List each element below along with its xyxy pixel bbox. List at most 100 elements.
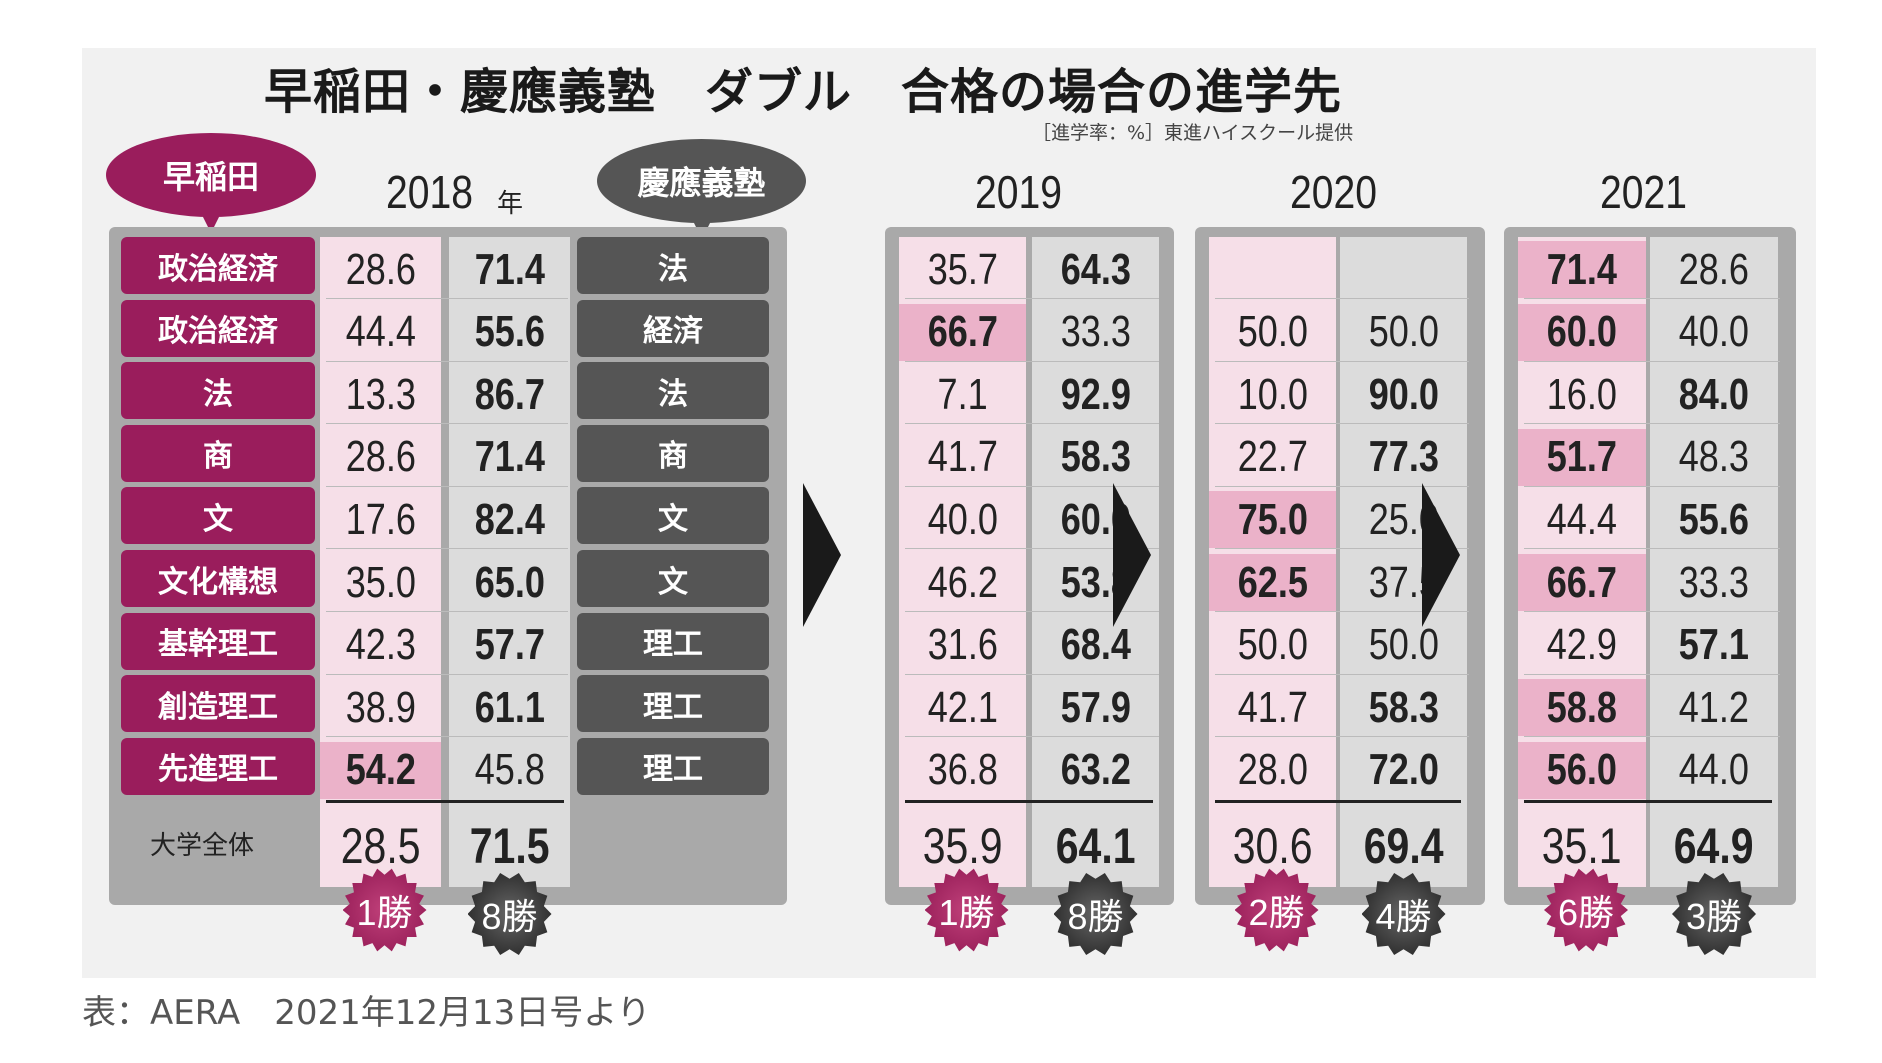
waseda-total: 30.6 xyxy=(1232,817,1313,874)
keio-rate: 92.9 xyxy=(1060,369,1131,419)
waseda-rate-cell: 42.9 xyxy=(1518,617,1646,674)
waseda-rate: 50.0 xyxy=(1237,620,1308,670)
waseda-rate: 28.6 xyxy=(345,244,416,294)
waseda-rate-cell: 50.0 xyxy=(1209,617,1336,674)
keio-rate-cell: 40.0 xyxy=(1650,304,1778,361)
waseda-faculty-label: 文化構想 xyxy=(121,550,315,607)
waseda-rate-cell: 54.2 xyxy=(320,741,441,799)
waseda-rate-cell: 16.0 xyxy=(1518,366,1646,423)
keio-rate-cell: 58.3 xyxy=(1340,679,1467,736)
keio-total: 69.4 xyxy=(1363,817,1444,874)
keio-rate-cell: 90.0 xyxy=(1340,366,1467,423)
waseda-rate-cell: 62.5 xyxy=(1209,554,1336,611)
keio-rate: 55.6 xyxy=(474,307,545,357)
row-divider xyxy=(905,548,1159,550)
row-divider xyxy=(905,298,1159,299)
waseda-rate: 51.7 xyxy=(1546,432,1618,482)
waseda-rate: 58.8 xyxy=(1546,682,1618,732)
keio-rate-cell: 33.3 xyxy=(1032,304,1159,361)
keio-rate-cell: 68.4 xyxy=(1032,617,1159,674)
keio-rate-cell: 58.3 xyxy=(1032,429,1159,486)
keio-rate: 71.4 xyxy=(474,432,545,482)
row-divider xyxy=(326,423,568,425)
year-label: 2020 xyxy=(1290,166,1377,218)
row-divider xyxy=(905,673,1159,675)
waseda-rate: 75.0 xyxy=(1237,494,1308,544)
row-divider xyxy=(1524,611,1780,612)
arrow-icon xyxy=(803,483,841,627)
waseda-faculty-label: 創造理工 xyxy=(121,675,315,733)
keio-faculty-label: 文 xyxy=(577,550,769,607)
waseda-rate: 50.0 xyxy=(1237,307,1308,357)
waseda-faculty-label: 文 xyxy=(121,487,315,545)
row-divider xyxy=(1524,423,1780,425)
keio-rate: 57.1 xyxy=(1678,620,1750,670)
keio-faculty-label: 文 xyxy=(577,487,769,545)
total-divider xyxy=(326,800,564,803)
keio-rate-cell: 45.8 xyxy=(449,742,570,799)
keio-faculty-label: 経済 xyxy=(577,299,769,357)
keio-rate: 33.3 xyxy=(1678,557,1750,607)
keio-rate-cell: 61.1 xyxy=(449,679,570,736)
waseda-faculty-label: 先進理工 xyxy=(121,737,315,795)
waseda-total-cell: 35.1 xyxy=(1518,808,1646,883)
row-divider xyxy=(1215,298,1469,299)
keio-total-cell: 64.9 xyxy=(1650,808,1778,883)
keio-rate: 71.4 xyxy=(474,244,545,294)
keio-rate-cell: 55.6 xyxy=(1650,491,1778,548)
waseda-bubble-label: 早稲田 xyxy=(162,158,259,196)
keio-rate: 50.0 xyxy=(1368,620,1439,670)
waseda-rate: 35.7 xyxy=(927,244,998,294)
keio-rate: 72.0 xyxy=(1368,745,1439,795)
keio-rate-cell: 71.4 xyxy=(449,241,570,298)
keio-faculty-label: 法 xyxy=(577,237,769,294)
waseda-rate-cell: 28.6 xyxy=(320,429,441,486)
waseda-rate-cell: 41.7 xyxy=(899,429,1026,486)
waseda-rate-cell: 44.4 xyxy=(320,304,441,361)
waseda-rate-cell: 31.6 xyxy=(899,617,1026,674)
waseda-rate: 41.7 xyxy=(1237,682,1308,732)
waseda-rate-cell: 41.7 xyxy=(1209,679,1336,736)
waseda-rate: 66.7 xyxy=(1546,557,1618,607)
row-divider xyxy=(326,298,568,299)
waseda-rate-cell: 40.0 xyxy=(899,491,1026,548)
keio-rate-cell: 64.3 xyxy=(1032,241,1159,298)
row-divider xyxy=(1215,673,1469,675)
keio-rate-cell: 72.0 xyxy=(1340,742,1467,799)
row-divider xyxy=(1524,736,1780,738)
row-divider xyxy=(1215,423,1469,425)
waseda-rate-cell: 44.4 xyxy=(1518,491,1646,548)
waseda-rate: 56.0 xyxy=(1546,745,1618,795)
waseda-rate-cell: 42.1 xyxy=(899,679,1026,736)
waseda-rate: 22.7 xyxy=(1237,432,1308,482)
keio-total-cell: 69.4 xyxy=(1340,808,1467,883)
arrow-icon xyxy=(1422,483,1460,627)
waseda-faculty-label: 法 xyxy=(121,362,315,420)
waseda-rate-cell: 22.7 xyxy=(1209,429,1336,486)
waseda-rate-cell: 56.0 xyxy=(1518,741,1646,799)
row-divider xyxy=(326,611,568,612)
waseda-rate: 42.9 xyxy=(1546,620,1618,670)
waseda-rate-cell: 51.7 xyxy=(1518,428,1646,486)
keio-total-cell: 71.5 xyxy=(449,808,570,883)
row-divider xyxy=(905,423,1159,425)
waseda-rate: 66.7 xyxy=(927,307,998,357)
keio-rate-cell: 63.2 xyxy=(1032,742,1159,799)
row-divider xyxy=(1524,485,1780,487)
arrow-icon xyxy=(1113,483,1151,627)
row-divider xyxy=(326,673,568,675)
waseda-rate-cell: 7.1 xyxy=(899,366,1026,423)
keio-rate-cell: 50.0 xyxy=(1340,617,1467,674)
waseda-rate: 44.4 xyxy=(345,307,416,357)
keio-rate-cell: 84.0 xyxy=(1650,366,1778,423)
waseda-total-cell: 28.5 xyxy=(320,808,441,883)
row-divider xyxy=(1215,548,1469,550)
row-divider xyxy=(1524,548,1780,550)
keio-rate-cell: 92.9 xyxy=(1032,366,1159,423)
keio-rate: 41.2 xyxy=(1678,682,1750,732)
keio-total: 64.9 xyxy=(1674,817,1754,874)
waseda-rate-cell: 60.0 xyxy=(1518,303,1646,361)
keio-total: 71.5 xyxy=(469,817,550,874)
keio-rate-cell: 71.4 xyxy=(449,429,570,486)
